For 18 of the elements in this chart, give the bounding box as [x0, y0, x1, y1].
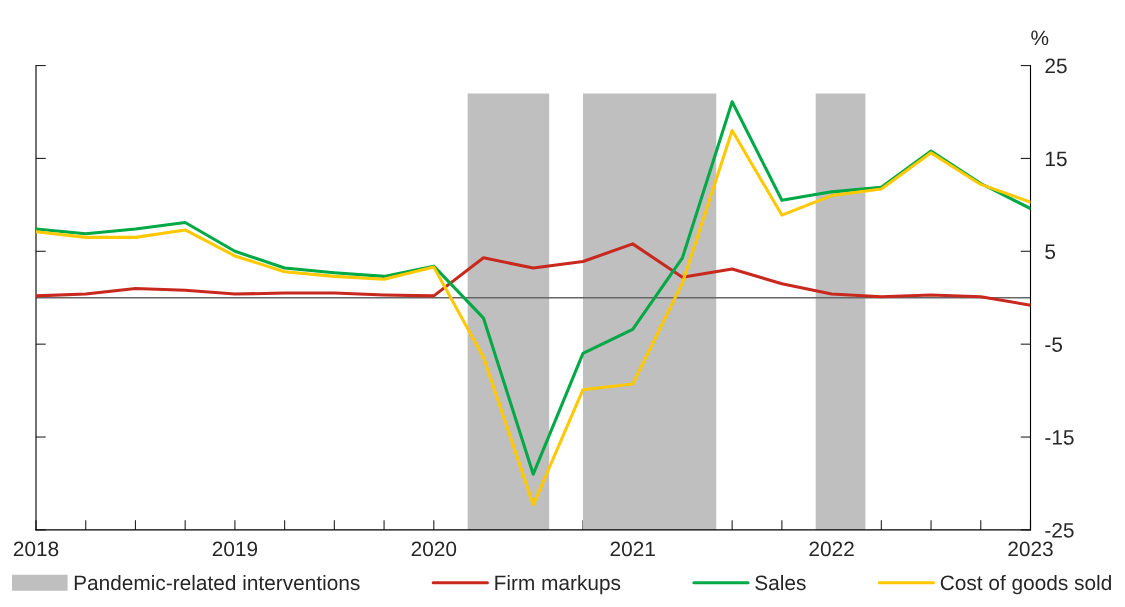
x-tick-label: 2018	[13, 541, 59, 557]
y-tick-label: -5	[1045, 337, 1063, 352]
y-tick-label: 25	[1045, 58, 1067, 74]
legend-label: Pandemic-related interventions	[74, 574, 360, 591]
x-tick-label: 2019	[212, 541, 258, 557]
legend-label: Cost of goods sold	[940, 574, 1111, 595]
y-tick-label: 5	[1045, 244, 1056, 260]
line-series	[36, 242, 1031, 307]
y-tick-label: -25	[1045, 522, 1074, 538]
y-tick-label: -15	[1045, 430, 1074, 445]
x-tick-label: 2023	[1008, 541, 1053, 557]
x-tick-label: 2020	[411, 541, 457, 557]
x-tick-label: 2021	[610, 541, 655, 557]
y-tick-label: 15	[1045, 151, 1067, 167]
legend-label: Sales	[755, 574, 806, 591]
x-tick-label: 2022	[809, 541, 854, 557]
legend-label: Firm markups	[495, 574, 621, 595]
y-axis-title: %	[1031, 30, 1049, 46]
